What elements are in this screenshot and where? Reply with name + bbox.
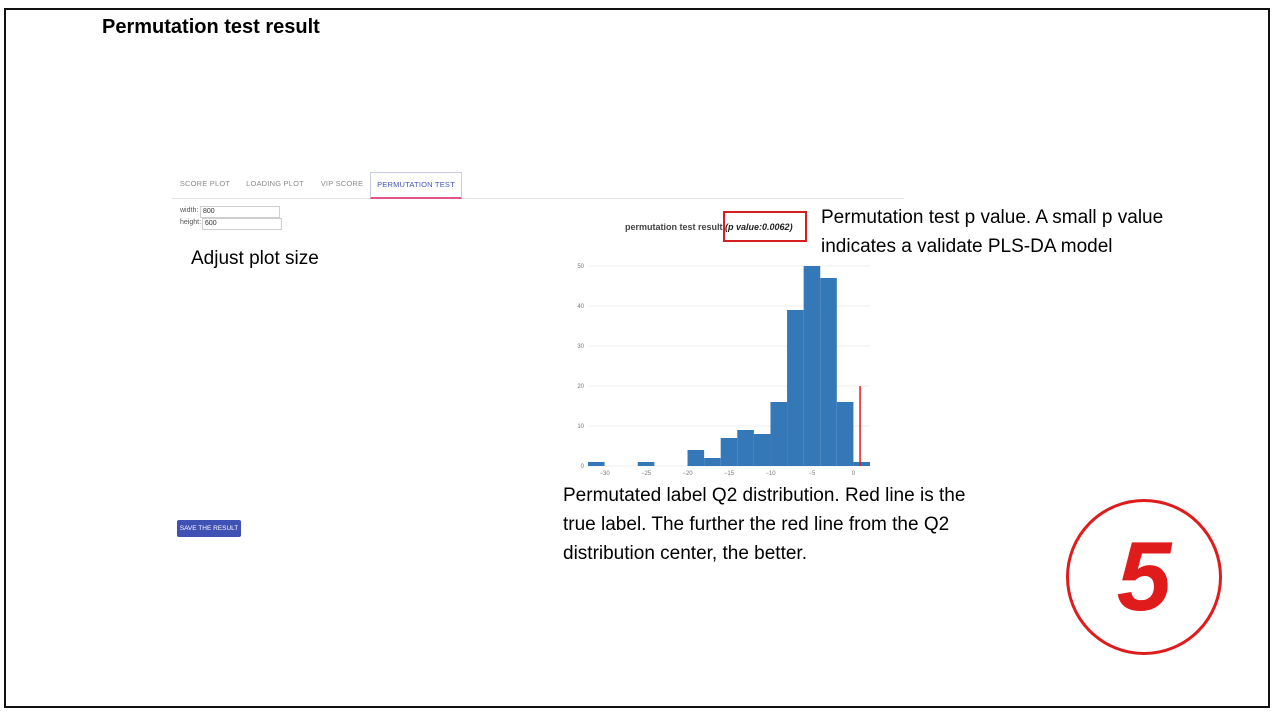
y-tick-label: 20	[577, 384, 584, 390]
x-tick-label: 0	[852, 471, 856, 477]
histogram-bar	[720, 438, 738, 466]
step-number-circle	[1066, 499, 1222, 655]
x-tick-label: −20	[682, 471, 693, 477]
pvalue-annotation: Permutation test p value. A small p valu…	[821, 207, 1164, 257]
x-tick-label: −15	[724, 471, 735, 477]
tab-vip-score[interactable]: VIP SCORE	[320, 179, 364, 188]
p-value-highlight-box	[723, 211, 807, 242]
x-tick-label: −30	[599, 471, 610, 477]
save-result-button[interactable]: SAVE THE RESULT	[177, 520, 241, 537]
y-tick-label: 40	[577, 304, 584, 310]
height-input[interactable]	[202, 218, 282, 230]
slide-title: Permutation test result	[102, 16, 320, 38]
width-label: width:	[180, 207, 199, 214]
tab-score-plot[interactable]: SCORE PLOT	[179, 179, 231, 188]
y-tick-label: 50	[577, 264, 584, 270]
y-tick-label: 30	[577, 344, 584, 350]
histogram-bar	[687, 450, 705, 466]
tab-loading-plot[interactable]: LOADING PLOT	[246, 179, 304, 188]
plot-size-annotation: Adjust plot size	[191, 248, 319, 269]
step-number: 5	[1116, 521, 1172, 631]
histogram-bar	[588, 462, 605, 466]
slide-frame	[4, 8, 1270, 708]
tab-bar: SCORE PLOT LOADING PLOT VIP SCORE PERMUT…	[172, 172, 904, 199]
histogram-bar	[704, 458, 721, 466]
histogram-bar	[803, 266, 821, 466]
histogram-bar	[753, 434, 771, 466]
distribution-annotation: Permutated label Q2 distribution. Red li…	[563, 485, 966, 564]
histogram-bar	[787, 310, 804, 466]
histogram-bar	[820, 278, 837, 466]
permutation-histogram: 0 10 20 30 40 50 −30 −25 −20 −15 −10 −5 0	[577, 264, 870, 477]
histogram-bar	[637, 462, 655, 466]
width-input[interactable]	[200, 206, 280, 218]
chart-title-text: permutation test result	[625, 222, 723, 232]
height-row: height:	[180, 219, 201, 226]
tab-permutation-test[interactable]: PERMUTATION TEST	[370, 172, 462, 199]
histogram-bar	[770, 402, 788, 466]
y-tick-label: 0	[581, 464, 585, 470]
histogram-bar	[853, 462, 870, 466]
height-label: height:	[180, 219, 202, 226]
y-tick-label: 10	[577, 424, 584, 430]
x-tick-label: −5	[809, 471, 817, 477]
x-tick-label: −10	[765, 471, 776, 477]
histogram-bar	[737, 430, 754, 466]
width-row: width:	[180, 207, 198, 214]
x-tick-label: −25	[641, 471, 652, 477]
chart-title: permutation test result (p value:0.0062)	[625, 222, 793, 232]
histogram-bar	[836, 402, 854, 466]
p-value-text: (p value:0.0062)	[725, 222, 793, 232]
